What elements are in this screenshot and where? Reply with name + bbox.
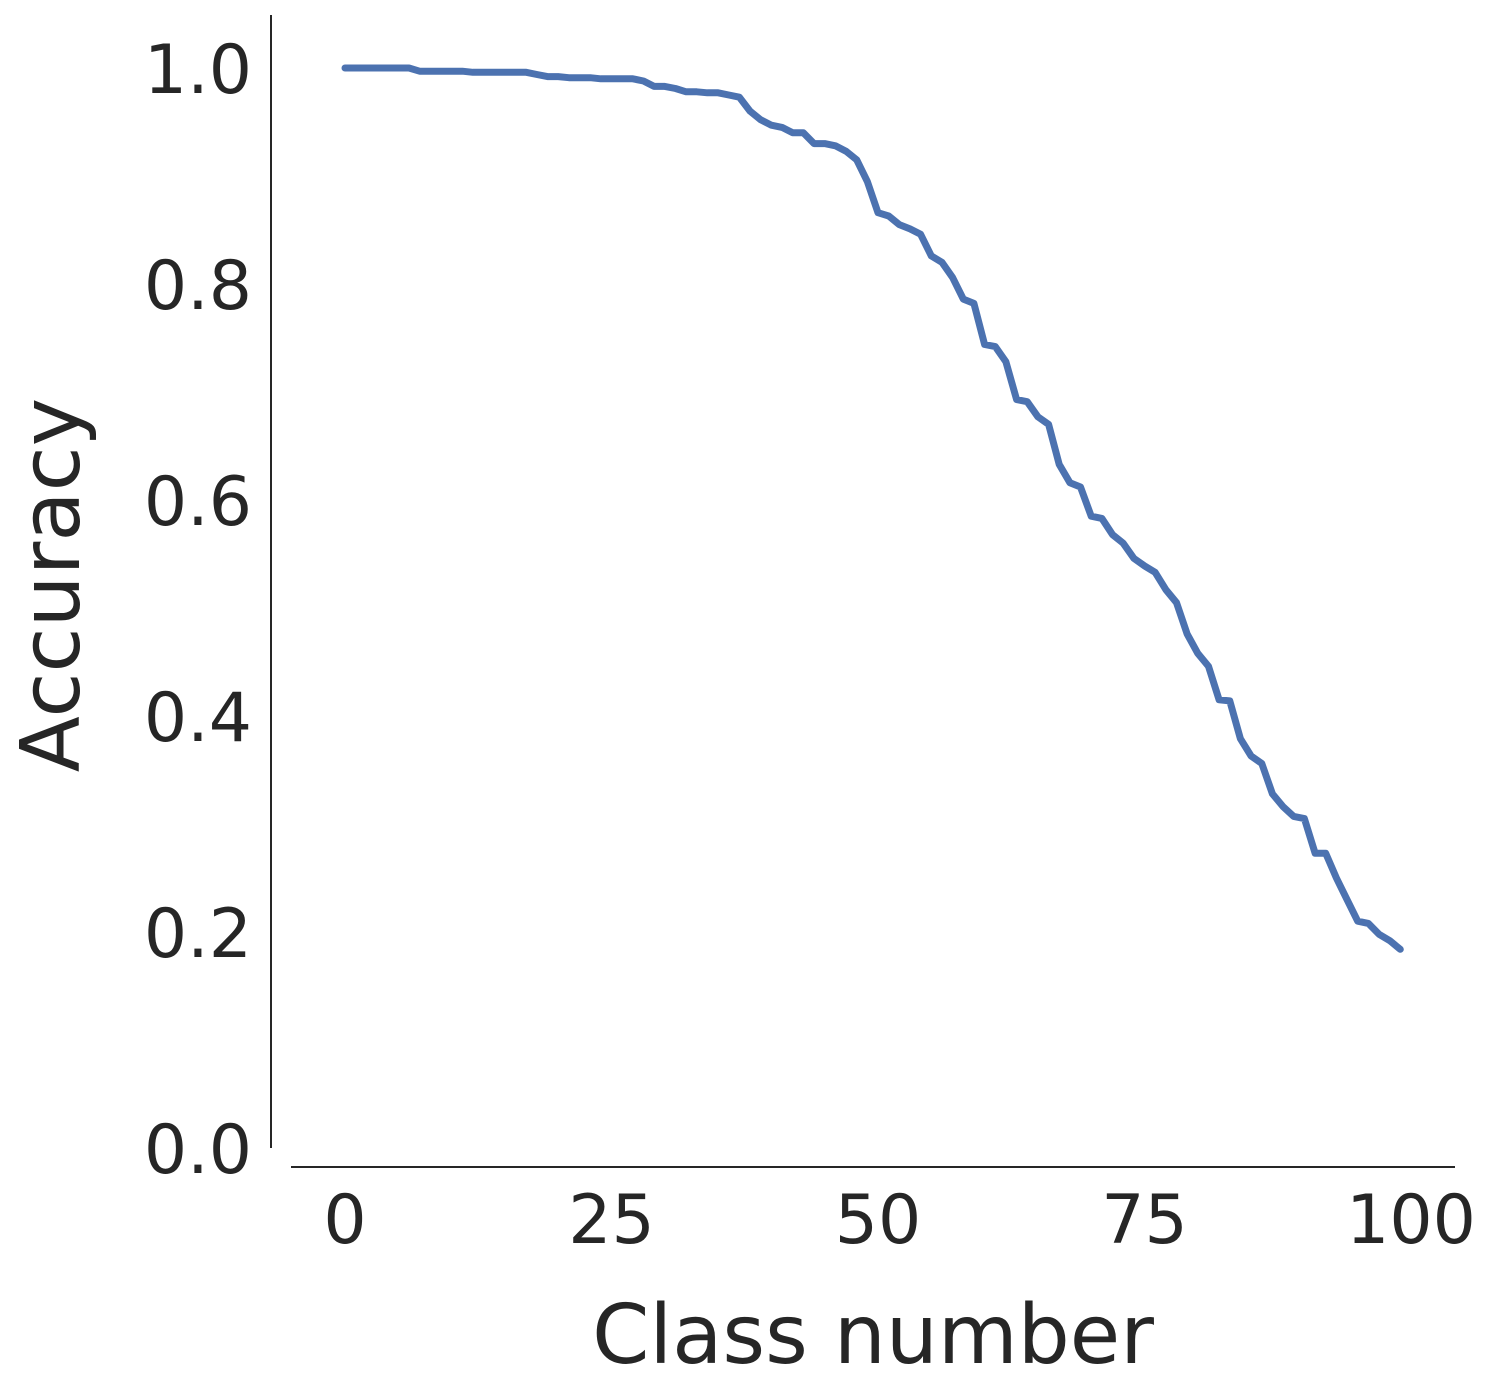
y-tick-label: 0.6	[144, 463, 252, 542]
y-tick-label: 0.0	[144, 1111, 252, 1190]
y-axis-label: Accuracy	[4, 398, 99, 772]
x-tick-label: 50	[835, 1181, 922, 1260]
x-tick-label: 75	[1101, 1181, 1188, 1260]
y-tick-label: 0.8	[144, 247, 252, 326]
series-layer	[341, 64, 1404, 953]
x-tick-label: 0	[323, 1181, 366, 1260]
x-tick-label: 25	[568, 1181, 655, 1260]
x-tick-labels: 0 25 50 75 100	[323, 1181, 1476, 1260]
y-tick-label: 1.0	[144, 31, 252, 110]
y-tick-label: 0.4	[144, 679, 252, 758]
y-tick-labels: 0.0 0.2 0.4 0.6 0.8 1.0	[144, 31, 252, 1190]
x-tick-label: 100	[1346, 1181, 1476, 1260]
x-axis-label: Class number	[592, 1288, 1154, 1383]
accuracy-series-line	[341, 64, 1404, 953]
y-tick-label: 0.2	[144, 895, 252, 974]
